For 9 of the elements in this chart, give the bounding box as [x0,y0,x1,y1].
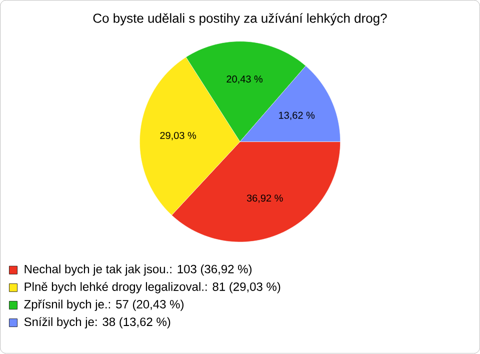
data-label: 36,92 % [246,194,283,204]
legend-label: Snížil bych je: 38 (13,62 %) [24,317,170,329]
data-label: 13,62 % [279,112,315,120]
legend-label: Plně bych lehké drogy legalizoval.: 81 (29,03 %) [24,282,280,294]
legend-label: Zpřísnil bych je.: 57 (20,43 %) [24,300,184,312]
data-label: 20,43 % [226,76,263,84]
chart-title: Co byste udělali s postihy za užívání lehkých drog? [93,13,387,26]
legend-label: Nechal bych je tak jak jsou.: 103 (36,92 %) [24,264,252,276]
data-label: 29,03 % [160,132,196,140]
